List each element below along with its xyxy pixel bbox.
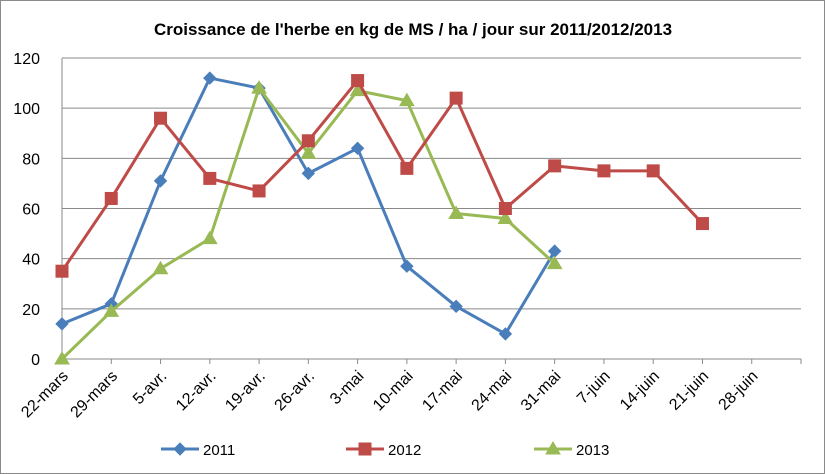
series-2011 [55,71,562,341]
data-point-2013 [398,92,415,107]
y-tick-label: 0 [31,352,40,369]
data-point-2012 [695,217,709,231]
series-line-2011 [61,76,556,336]
data-point-2011 [498,327,513,341]
x-tick-label: 29-mars [68,368,122,422]
legend-marker-2011 [173,442,187,456]
series-line-2013 [60,86,556,361]
data-point-2011 [55,317,69,331]
legend-marker-2012 [358,442,372,456]
data-point-2012 [548,159,562,173]
x-tick-label: 28-juin [716,368,762,414]
x-tick-label: 24-mai [469,368,516,415]
legend-marker-2013 [545,441,561,455]
data-point-2011 [153,174,168,188]
data-point-2011 [350,141,365,156]
data-point-2012 [252,184,266,198]
y-axis-ticks: 0 20 40 60 80 100 120 [13,51,40,369]
data-point-2012 [351,74,365,88]
x-tick-label: 3-mai [327,368,367,408]
data-point-2012 [55,264,69,278]
x-tick-label: 12-avr. [173,368,220,415]
data-point-2011 [400,259,414,273]
data-point-2013 [152,260,169,275]
data-point-2011 [203,71,217,85]
series-2012 [55,74,709,278]
data-point-2012 [154,111,168,125]
data-point-2012 [400,161,414,175]
series-group [54,71,709,365]
chart-title: Croissance de l'herbe en kg de MS / ha /… [154,20,672,39]
legend-label-2013: 2013 [576,442,609,459]
data-point-2012 [301,134,315,148]
data-point-2011 [301,166,316,181]
data-point-2013 [201,230,218,245]
data-point-2012 [646,164,660,178]
y-tick-label: 80 [22,151,40,168]
data-point-2012 [449,91,463,105]
data-point-2013 [54,351,70,365]
y-tick-label: 120 [13,51,40,68]
data-point-2013 [448,205,465,220]
x-tick-label: 19-avr. [222,368,269,415]
legend: 2011 2012 2013 [161,441,609,459]
series-2013 [54,80,563,365]
data-point-2013 [546,255,563,270]
x-tick-label: 14-juin [617,368,663,414]
legend-label-2012: 2012 [388,442,421,459]
y-tick-label: 60 [22,202,40,219]
data-point-2012 [203,171,217,185]
x-tick-label: 22-mars [18,368,72,422]
x-tick-label: 31-mai [518,368,565,415]
data-point-2013 [103,303,120,317]
y-tick-label: 20 [22,302,40,319]
y-tick-label: 40 [22,252,40,269]
data-point-2013 [300,145,317,159]
legend-label-2011: 2011 [203,442,235,459]
data-point-2012 [597,164,611,178]
data-point-2012 [498,202,512,215]
data-point-2013 [251,80,267,94]
data-point-2013 [497,210,514,225]
x-tick-label: 17-mai [419,368,466,415]
x-tick-label: 26-avr. [272,368,319,415]
x-tick-label: 7-juin [574,368,614,408]
x-tick-label: 21-juin [666,368,712,414]
data-point-2012 [104,191,118,205]
data-point-2011 [449,299,463,314]
y-tick-label: 100 [13,101,40,118]
series-line-2012 [60,79,704,273]
x-tick-label: 5-avr. [130,368,170,408]
x-tick-label: 10-mai [370,368,417,415]
